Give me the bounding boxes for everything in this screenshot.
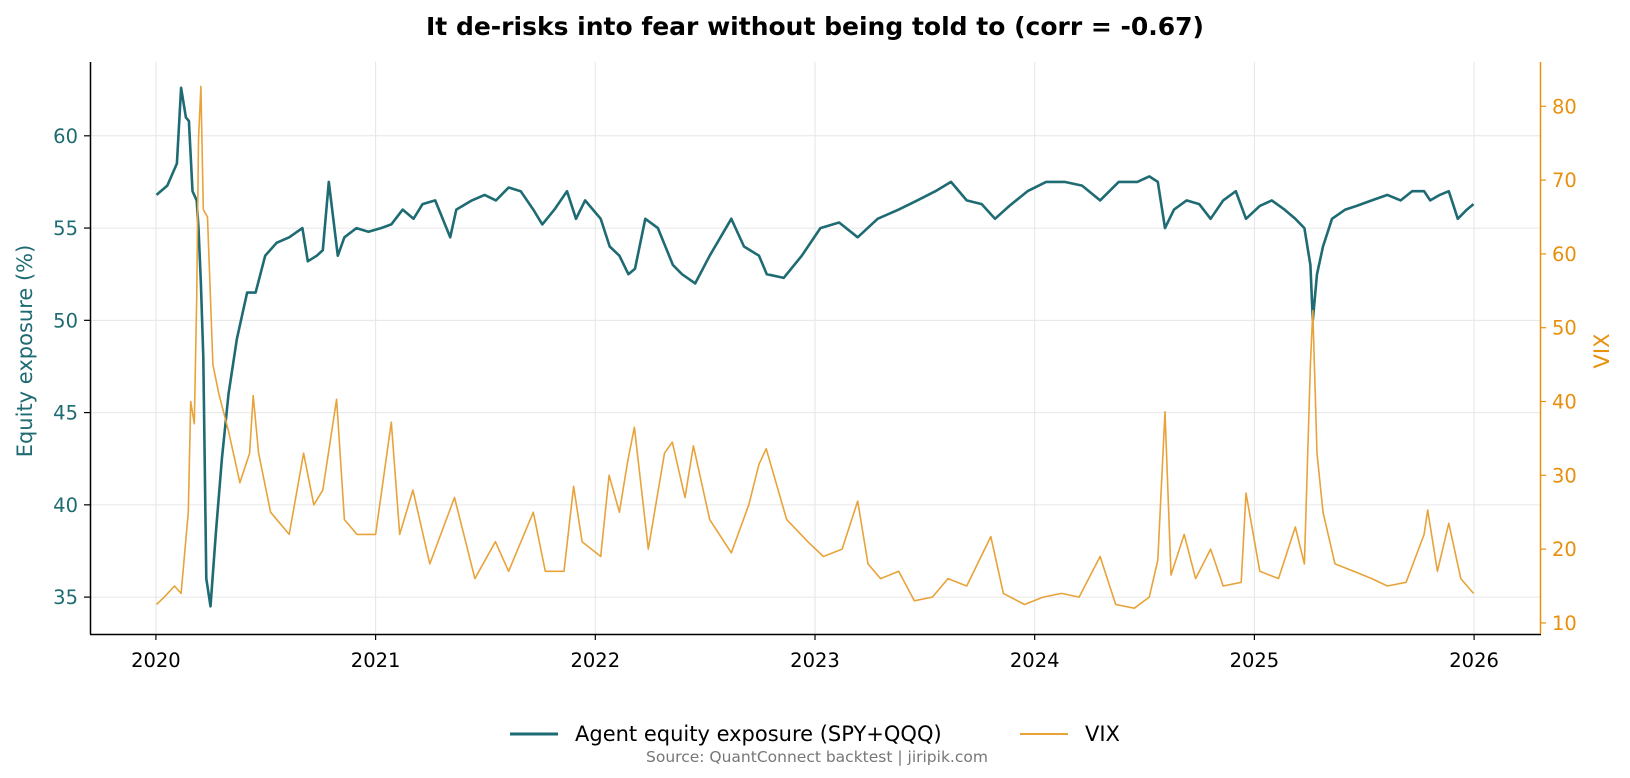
legend-label-exposure: Agent equity exposure (SPY+QQQ): [575, 722, 942, 746]
y-left-tick-label: 50: [53, 309, 78, 332]
y-right-tick-label: 10: [1552, 612, 1577, 635]
legend-label-vix: VIX: [1085, 722, 1120, 746]
grid: [90, 62, 1540, 634]
exposure-series-line: [155, 86, 1475, 608]
y-left-tick-label: 60: [53, 125, 78, 148]
y-right-tick-label: 50: [1552, 317, 1577, 340]
y-right-tick-label: 70: [1552, 169, 1577, 192]
x-tick-label: 2025: [1230, 649, 1280, 672]
source-note: Source: QuantConnect backtest | jiripik.…: [646, 748, 988, 766]
y-right-tick-label: 20: [1552, 538, 1577, 561]
y-right-tick-label: 40: [1552, 391, 1577, 414]
exposure-series-group: [155, 86, 1475, 608]
chart-title: It de-risks into fear without being told…: [426, 12, 1204, 41]
right-axis-label: VIX: [1590, 334, 1614, 369]
vix-series-line: [155, 85, 1475, 610]
x-tick-label: 2026: [1449, 649, 1499, 672]
x-tick-label: 2021: [351, 649, 401, 672]
x-tick-label: 2022: [570, 649, 620, 672]
left-axis-label: Equity exposure (%): [13, 245, 37, 458]
y-left-tick-label: 45: [53, 402, 78, 425]
x-tick-label: 2024: [1010, 649, 1060, 672]
y-right-tick-label: 30: [1552, 464, 1577, 487]
vix-series-group: [155, 85, 1475, 610]
x-tick-label: 2020: [131, 649, 181, 672]
x-axis-ticks: 2020 2021 2022 2023 2024 2025 2026: [131, 634, 1499, 672]
right-axis-ticks: 10 20 30 40 50 60 70 80: [1540, 95, 1577, 635]
legend: Agent equity exposure (SPY+QQQ) VIX: [510, 722, 1120, 746]
y-right-tick-label: 60: [1552, 243, 1577, 266]
y-right-tick-label: 80: [1552, 95, 1577, 118]
y-left-tick-label: 55: [53, 217, 78, 240]
left-axis-ticks: 35 40 45 50 55 60: [53, 125, 90, 609]
y-left-tick-label: 35: [53, 586, 78, 609]
x-tick-label: 2023: [790, 649, 840, 672]
y-left-tick-label: 40: [53, 494, 78, 517]
